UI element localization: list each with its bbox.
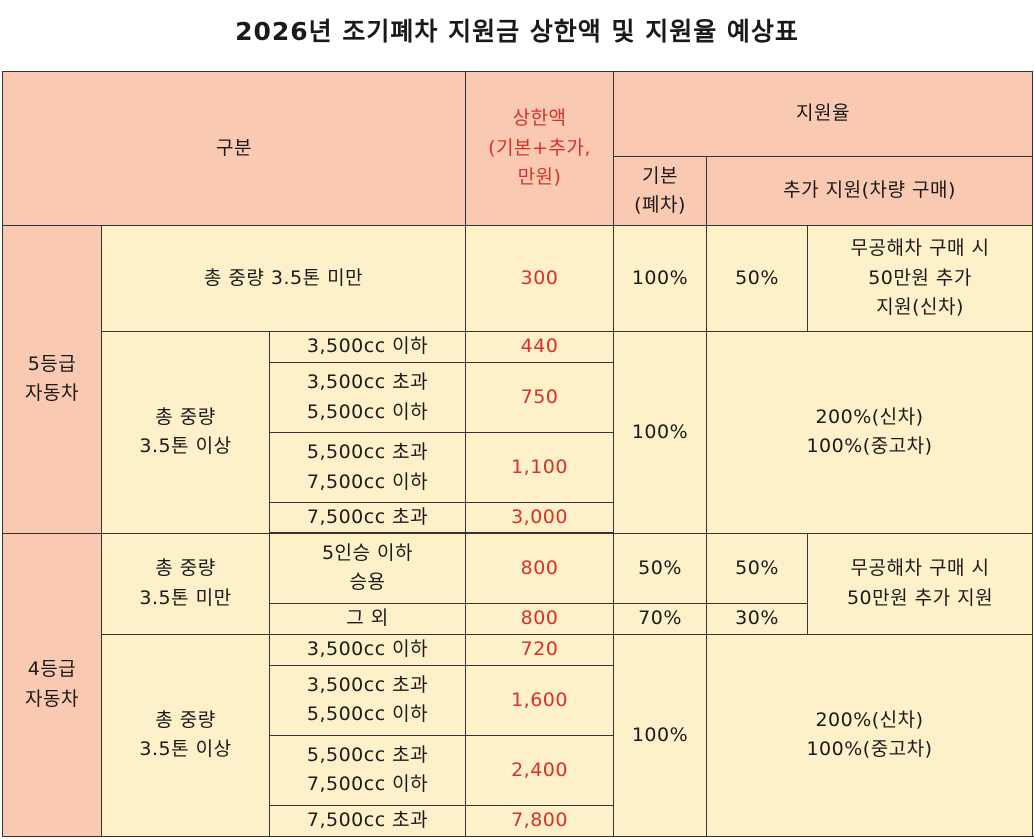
grade5-light-note: 무공해차 구매 시 50만원 추가 지원(신차) (807, 225, 1034, 332)
grade5-heavy-limit: 3,000 (465, 501, 615, 534)
grade4-heavy-cc: 5,500cc 초과 7,500cc 이하 (268, 734, 467, 806)
page-title: 2026년 조기폐차 지원금 상한액 및 지원율 예상표 (235, 17, 799, 46)
grade4-heavy-cc: 3,500cc 초과 5,500cc 이하 (268, 664, 467, 736)
grade4-light-weight: 총 중량 3.5톤 미만 (101, 532, 270, 635)
grade4-light-type: 그 외 (268, 602, 467, 635)
grade5-heavy-extra: 200%(신차) 100%(중고차) (706, 331, 1034, 534)
grade5-light-limit: 300 (465, 225, 615, 332)
header-extra: 추가 지원(차량 구매) (706, 156, 1034, 226)
grade5-heavy-limit: 440 (465, 331, 615, 363)
grade5-heavy-cc: 7,500cc 초과 (268, 501, 467, 534)
header-rate: 지원율 (613, 71, 1034, 157)
grade4-light-extra: 30% (706, 602, 809, 635)
grade4-light-note: 무공해차 구매 시 50만원 추가 지원 (807, 532, 1034, 635)
grade4-light-base: 50% (613, 532, 708, 604)
grade5-heavy-limit: 750 (465, 362, 615, 433)
grade4-heavy-cc: 7,500cc 초과 (268, 804, 467, 837)
header-category: 구분 (1, 71, 467, 226)
header-limit: 상한액 (기본+추가, 만원) (465, 71, 615, 226)
grade5-light-weight: 총 중량 3.5톤 미만 (100, 225, 467, 332)
grade5-heavy-limit: 1,100 (465, 432, 615, 503)
grade5-heavy-cc: 3,500cc 이하 (268, 331, 467, 363)
grade4-heavy-extra: 200%(신차) 100%(중고차) (706, 633, 1034, 838)
grade4-light-limit: 800 (465, 602, 615, 635)
grade5-heavy-weight: 총 중량 3.5톤 이상 (101, 331, 270, 534)
grade5-light-base: 100% (613, 225, 708, 332)
grade5-heavy-cc: 3,500cc 초과 5,500cc 이하 (268, 362, 467, 433)
grade4-heavy-weight: 총 중량 3.5톤 이상 (101, 633, 270, 838)
grade5-light-extra: 50% (706, 225, 809, 332)
grade4-heavy-limit: 7,800 (465, 804, 615, 837)
grade4-light-extra: 50% (706, 532, 809, 604)
grade4-heavy-limit: 1,600 (465, 664, 615, 736)
grade5-label: 5등급 자동차 (2, 225, 102, 534)
grade4-heavy-base: 100% (613, 633, 708, 838)
grade4-heavy-limit: 720 (465, 633, 615, 666)
grade4-light-base: 70% (613, 602, 708, 635)
grade4-light-limit: 800 (465, 532, 615, 604)
grade5-heavy-cc: 5,500cc 초과 7,500cc 이하 (268, 432, 467, 503)
header-base: 기본 (폐차) (613, 156, 708, 226)
grade4-heavy-cc: 3,500cc 이하 (268, 633, 467, 666)
subsidy-table: 구분 상한액 (기본+추가, 만원) 지원율 기본 (폐차) 추가 지원(차량 … (1, 71, 1034, 838)
grade4-label: 4등급 자동차 (2, 532, 102, 838)
grade4-heavy-limit: 2,400 (465, 734, 615, 806)
grade5-heavy-base: 100% (613, 331, 708, 534)
grade4-light-type: 5인승 이하 승용 (268, 532, 467, 604)
